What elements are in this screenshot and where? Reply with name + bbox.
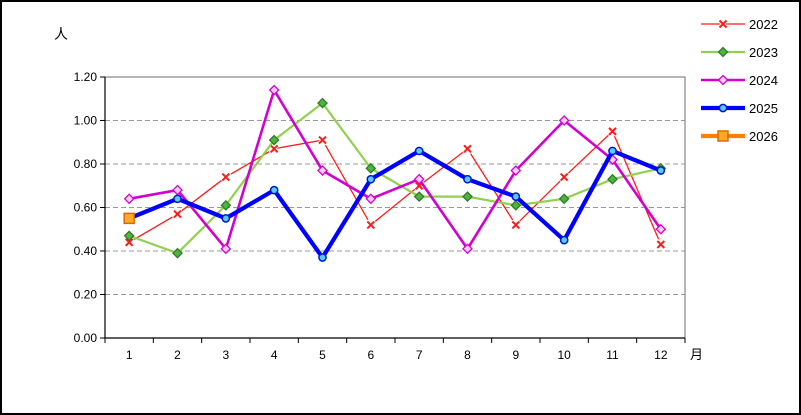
marker-circle [718, 103, 728, 113]
marker-circle [608, 146, 617, 156]
marker-x [269, 144, 279, 153]
series-line-2025 [128, 148, 662, 262]
y-tick-label: 1.20 [74, 70, 98, 84]
marker-x [656, 240, 666, 249]
marker-diamond [268, 134, 280, 146]
legend-item-2025: 2025 [700, 100, 778, 116]
marker-x [511, 220, 521, 230]
x-tick-label: 12 [654, 348, 668, 362]
marker-diamond [413, 191, 425, 203]
marker-open-diamond [268, 84, 280, 96]
marker-circle [366, 174, 376, 184]
y-tick-label: 0.20 [74, 288, 98, 302]
legend-key-2022 [701, 18, 745, 30]
marker-circle [269, 185, 279, 195]
marker-open-diamond [413, 173, 425, 185]
x-tick-label: 7 [416, 348, 423, 362]
x-tick-label: 8 [464, 348, 471, 362]
marker-x [124, 238, 134, 247]
marker-diamond [123, 230, 135, 242]
marker-circle [173, 194, 182, 204]
y-tick-label: 0.40 [74, 244, 98, 258]
marker-square [123, 212, 135, 225]
legend-item-2023: 2023 [700, 44, 778, 60]
marker-open-diamond [220, 243, 232, 255]
marker-open-diamond [123, 193, 135, 205]
marker-x [718, 19, 728, 29]
marker-diamond [365, 162, 377, 174]
marker-diamond [717, 46, 729, 58]
x-tick-label: 5 [319, 348, 326, 362]
series-2023 [123, 97, 667, 259]
x-tick-label: 6 [367, 348, 374, 362]
marker-square [717, 130, 729, 142]
series-2026 [123, 212, 135, 225]
marker-open-diamond [510, 165, 522, 176]
legend-label: 2024 [749, 72, 778, 88]
marker-diamond [317, 97, 328, 109]
x-axis-title: 月 [690, 347, 703, 362]
legend-key-2024 [701, 74, 745, 86]
marker-open-diamond [558, 115, 570, 126]
marker-open-diamond [365, 193, 377, 205]
marker-diamond [607, 173, 618, 185]
series-2024 [123, 84, 667, 255]
x-tick-label: 4 [271, 348, 278, 362]
y-tick-label: 0.00 [74, 331, 98, 345]
marker-circle [318, 253, 327, 262]
legend-label: 2025 [749, 100, 778, 116]
legend-label: 2023 [749, 44, 778, 60]
y-tick-label: 0.80 [74, 157, 98, 171]
marker-diamond [220, 199, 232, 211]
y-tick-label: 1.00 [74, 114, 98, 128]
marker-circle [511, 192, 521, 201]
y-tick-label: 0.60 [74, 201, 98, 215]
marker-diamond [510, 199, 522, 211]
legend-label: 2026 [749, 128, 778, 144]
marker-circle [656, 166, 666, 175]
marker-x [559, 172, 569, 182]
marker-diamond [172, 247, 183, 259]
series-line-2024 [128, 86, 662, 252]
legend-key-2026 [701, 130, 745, 142]
marker-x [221, 172, 231, 182]
x-tick-label: 9 [512, 348, 519, 362]
series-line-2022 [128, 130, 662, 245]
marker-x [608, 127, 617, 136]
marker-circle [463, 174, 472, 184]
legend: 2022 2023 2024 2025 2026 [700, 17, 778, 157]
marker-diamond [462, 191, 473, 203]
series-2025 [124, 146, 666, 262]
x-tick-label: 10 [557, 348, 571, 362]
x-tick-label: 11 [606, 348, 619, 362]
series-2022 [123, 125, 667, 250]
legend-item-2022: 2022 [700, 16, 778, 32]
legend-item-2024: 2024 [700, 72, 778, 88]
marker-diamond [558, 193, 570, 205]
marker-open-diamond [317, 165, 328, 176]
marker-circle [559, 235, 569, 245]
x-tick-label: 3 [222, 348, 229, 362]
marker-x [318, 135, 327, 145]
marker-circle [414, 146, 424, 156]
legend-key-2025 [701, 103, 745, 113]
marker-x [463, 144, 472, 153]
marker-circle [221, 214, 231, 223]
y-axis-title: 人 [54, 26, 68, 42]
legend-item-2026: 2026 [700, 128, 778, 144]
x-tick-label: 2 [174, 348, 181, 362]
legend-label: 2022 [749, 16, 778, 32]
legend-key-2023 [701, 46, 745, 58]
marker-open-diamond [462, 243, 473, 255]
marker-open-diamond [655, 223, 667, 235]
marker-x [366, 220, 376, 230]
marker-x [173, 209, 182, 219]
series-line-2023 [128, 101, 662, 255]
x-tick-label: 1 [126, 348, 133, 362]
marker-open-diamond [717, 74, 729, 86]
